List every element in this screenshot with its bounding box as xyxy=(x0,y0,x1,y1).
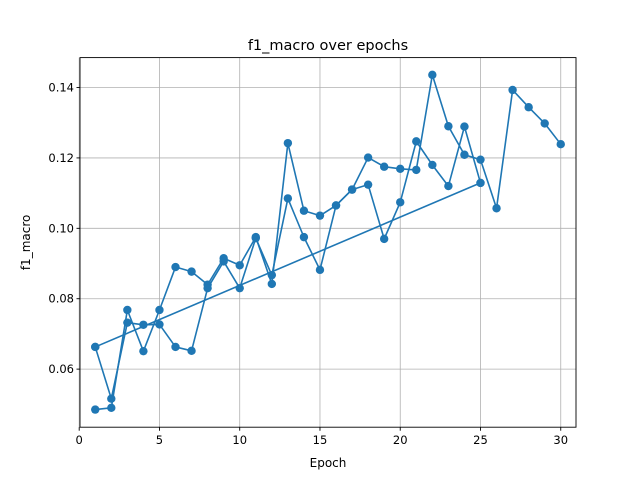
data-point xyxy=(251,233,260,243)
data-point xyxy=(139,320,148,329)
x-tick-label: 20 xyxy=(393,433,408,447)
data-point xyxy=(283,138,293,148)
data-point xyxy=(524,103,533,112)
y-tick-label: 0.14 xyxy=(48,81,74,95)
data-point xyxy=(235,283,244,293)
x-tick-label: 25 xyxy=(473,433,488,447)
data-point xyxy=(396,164,405,174)
data-point xyxy=(315,265,325,275)
data-point xyxy=(107,403,116,413)
data-point xyxy=(315,211,325,220)
data-point xyxy=(107,394,116,403)
data-point xyxy=(379,234,389,244)
series-line-3 xyxy=(94,182,481,348)
data-point xyxy=(171,342,180,352)
data-point xyxy=(267,279,277,289)
data-point xyxy=(91,405,100,414)
series-layer xyxy=(94,74,562,411)
y-tick-label: 0.08 xyxy=(48,292,74,306)
y-tick-label: 0.10 xyxy=(48,221,74,235)
data-point xyxy=(123,305,132,315)
data-point xyxy=(171,262,180,272)
y-tick-label: 0.06 xyxy=(48,362,74,376)
data-point xyxy=(347,185,357,194)
x-tick-label: 5 xyxy=(156,433,163,447)
series-line-1 xyxy=(95,125,482,411)
data-point xyxy=(460,150,469,159)
x-tick-label: 0 xyxy=(76,433,83,447)
chart-title: f1_macro over epochs xyxy=(248,38,408,54)
x-axis-ticks: 0 5 10 15 20 25 30 xyxy=(76,427,568,447)
data-point xyxy=(556,139,565,149)
data-point xyxy=(444,122,453,131)
x-tick-label: 30 xyxy=(553,433,568,447)
data-point xyxy=(123,318,132,327)
y-axis-ticks: 0.06 0.08 0.10 0.12 0.14 xyxy=(48,81,80,376)
y-tick-label: 0.12 xyxy=(48,151,74,165)
data-point xyxy=(91,342,100,352)
x-axis-label: Epoch xyxy=(310,456,347,470)
data-point xyxy=(139,346,148,356)
data-point xyxy=(379,162,389,171)
data-point xyxy=(267,270,277,280)
y-axis-label: f1_macro xyxy=(19,215,33,271)
data-point xyxy=(363,153,373,162)
data-point xyxy=(540,119,549,128)
data-point xyxy=(363,180,373,189)
data-point xyxy=(219,257,228,266)
data-point xyxy=(508,85,517,95)
data-point xyxy=(460,122,469,131)
data-point xyxy=(412,165,421,175)
data-point xyxy=(155,320,164,329)
data-point xyxy=(492,204,501,213)
data-point xyxy=(235,261,244,270)
plot-frame xyxy=(79,57,577,428)
series-line-2 xyxy=(94,74,562,400)
data-point xyxy=(187,346,196,356)
data-point xyxy=(396,198,405,207)
data-point xyxy=(331,201,341,210)
data-point xyxy=(299,232,309,242)
data-point xyxy=(283,194,293,203)
data-point xyxy=(299,206,309,215)
data-point xyxy=(444,181,453,191)
data-point xyxy=(187,267,196,276)
data-point xyxy=(476,155,485,164)
data-point xyxy=(203,283,212,293)
points-layer xyxy=(91,70,565,414)
data-point xyxy=(412,137,421,146)
data-point xyxy=(428,70,437,80)
data-point xyxy=(428,160,437,170)
x-tick-label: 10 xyxy=(232,433,247,447)
data-point xyxy=(476,178,485,188)
data-point xyxy=(155,305,164,315)
x-tick-label: 15 xyxy=(313,433,328,447)
grid-layer xyxy=(78,57,576,428)
